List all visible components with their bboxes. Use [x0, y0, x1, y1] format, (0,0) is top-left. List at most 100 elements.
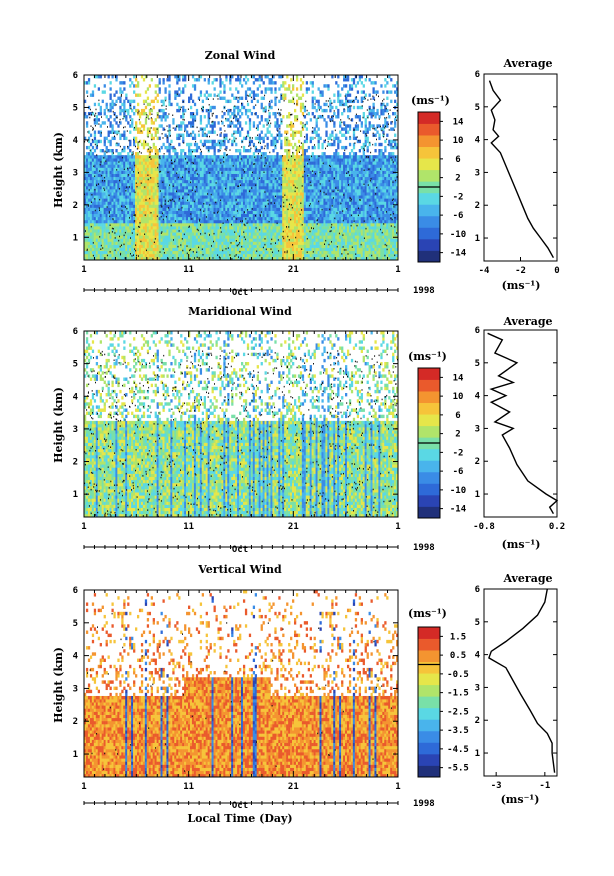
average-x-tick-label: -1: [539, 781, 550, 791]
colorbar-label: -10: [450, 486, 466, 496]
colorbar-label: -6: [453, 211, 464, 221]
height-tick-label: 4: [73, 136, 79, 146]
meridional-wind-title: Maridional Wind: [188, 305, 292, 318]
height-tick-label: 6: [73, 327, 78, 337]
day-tick-label: 21: [288, 522, 299, 532]
x-axis-label: Local Time (Day): [187, 812, 292, 825]
zonal-wind-colorbar-unit: (ms⁻¹): [411, 94, 450, 107]
vertical-wind-average-panel: 1 2 3 4 5 6 -3 -1: [475, 585, 558, 791]
colorbar-swatch: [418, 719, 440, 732]
average-y-tick-label: 2: [475, 457, 480, 467]
average-frame: [483, 588, 558, 777]
average-y-tick-label: 4: [475, 136, 481, 146]
average-x-tick-label: -4: [479, 266, 490, 276]
vertical-wind-heatmap: [84, 590, 398, 777]
zonal-wind-average-title: Average: [502, 57, 552, 70]
average-x-tick-label: -3: [491, 781, 502, 791]
colorbar-label: -3.5: [447, 726, 469, 736]
height-tick-label: 3: [73, 425, 78, 435]
colorbar-swatch: [418, 650, 440, 663]
height-tick-label: 5: [73, 360, 78, 370]
colorbar-swatch: [418, 112, 440, 124]
colorbar-swatch: [418, 471, 440, 484]
colorbar-swatch: [418, 414, 440, 427]
vertical-wind-title: Vertical Wind: [197, 563, 282, 576]
colorbar-swatch: [418, 227, 440, 240]
average-y-tick-label: 2: [475, 716, 480, 726]
meridional-wind-year-label: 1998: [413, 543, 435, 553]
colorbar-swatch: [418, 753, 440, 766]
average-profile-line: [488, 80, 555, 259]
average-x-tick-label: -0.8: [473, 522, 495, 532]
colorbar-label: 10: [453, 392, 464, 402]
height-tick-label: 4: [73, 392, 79, 402]
meridional-wind-average-title: Average: [502, 315, 552, 328]
average-profile-line: [487, 332, 559, 515]
colorbar-label: 6: [455, 411, 460, 421]
colorbar-swatch: [418, 402, 440, 415]
colorbar-swatch: [418, 192, 440, 205]
day-tick-label: 1: [81, 522, 86, 532]
colorbar-label: -6: [453, 467, 464, 477]
height-tick-label: 3: [73, 168, 78, 178]
average-frame: [483, 329, 558, 518]
average-x-tick-label: 0: [554, 266, 559, 276]
colorbar-swatch: [418, 368, 440, 380]
colorbar-swatch: [418, 494, 440, 507]
colorbar-swatch: [418, 696, 440, 709]
colorbar-label: 2: [455, 174, 460, 184]
colorbar-swatch: [418, 707, 440, 720]
meridional-wind-colorbar: 14 10 6 2 -2 -6 -10 -14: [417, 367, 467, 519]
colorbar-swatch: [418, 391, 440, 404]
average-y-tick-label: 2: [475, 201, 480, 211]
average-y-tick-label: 3: [475, 168, 480, 178]
day-tick-label: 1: [395, 265, 400, 275]
colorbar-label: -1.5: [447, 689, 469, 699]
colorbar-swatch: [418, 425, 440, 438]
height-tick-label: 4: [73, 652, 79, 662]
height-tick-label: 6: [73, 586, 78, 596]
meridional-wind-time-axis: [83, 545, 399, 549]
average-y-tick-label: 3: [475, 424, 480, 434]
colorbar-swatch: [418, 661, 440, 674]
meridional-wind-colorbar-unit: (ms⁻¹): [408, 350, 447, 363]
day-tick-label: 1: [395, 522, 400, 532]
height-tick-label: 1: [73, 490, 78, 500]
zonal-wind-average-unit: (ms⁻¹): [502, 279, 541, 292]
average-y-tick-label: 5: [475, 618, 480, 628]
colorbar-label: -2: [453, 192, 464, 202]
colorbar-swatch: [418, 158, 440, 171]
colorbar-label: -2.5: [447, 707, 469, 717]
average-x-tick-label: -2: [515, 266, 526, 276]
day-tick-label: 21: [288, 265, 299, 275]
colorbar-swatch: [418, 250, 440, 263]
day-tick-label: 1: [395, 782, 400, 792]
colorbar-label: 1.5: [450, 632, 466, 642]
average-x-tick-label: 0.2: [549, 522, 565, 532]
height-tick-label: 1: [73, 233, 78, 243]
zonal-wind-month-label: Oct: [232, 288, 248, 298]
meridional-wind-average-unit: (ms⁻¹): [502, 538, 541, 551]
height-tick-label: 2: [73, 717, 78, 727]
average-y-tick-label: 1: [475, 234, 480, 244]
zonal-wind-average-panel: 1 2 3 4 5 6 -4 -2 0: [475, 70, 560, 276]
colorbar-label: -5.5: [447, 764, 469, 774]
day-tick-label: 1: [81, 265, 86, 275]
colorbar-swatch: [418, 379, 440, 392]
vertical-wind-year-label: 1998: [413, 799, 435, 809]
colorbar-swatch: [418, 215, 440, 228]
average-frame: [483, 73, 558, 262]
colorbar-label: -2: [453, 448, 464, 458]
colorbar-swatch: [418, 146, 440, 159]
colorbar-swatch: [418, 765, 440, 778]
height-tick-label: 1: [73, 750, 78, 760]
average-y-tick-label: 4: [475, 651, 481, 661]
height-tick-label: 2: [73, 201, 78, 211]
zonal-wind-ylabel: Height (km): [52, 132, 65, 208]
